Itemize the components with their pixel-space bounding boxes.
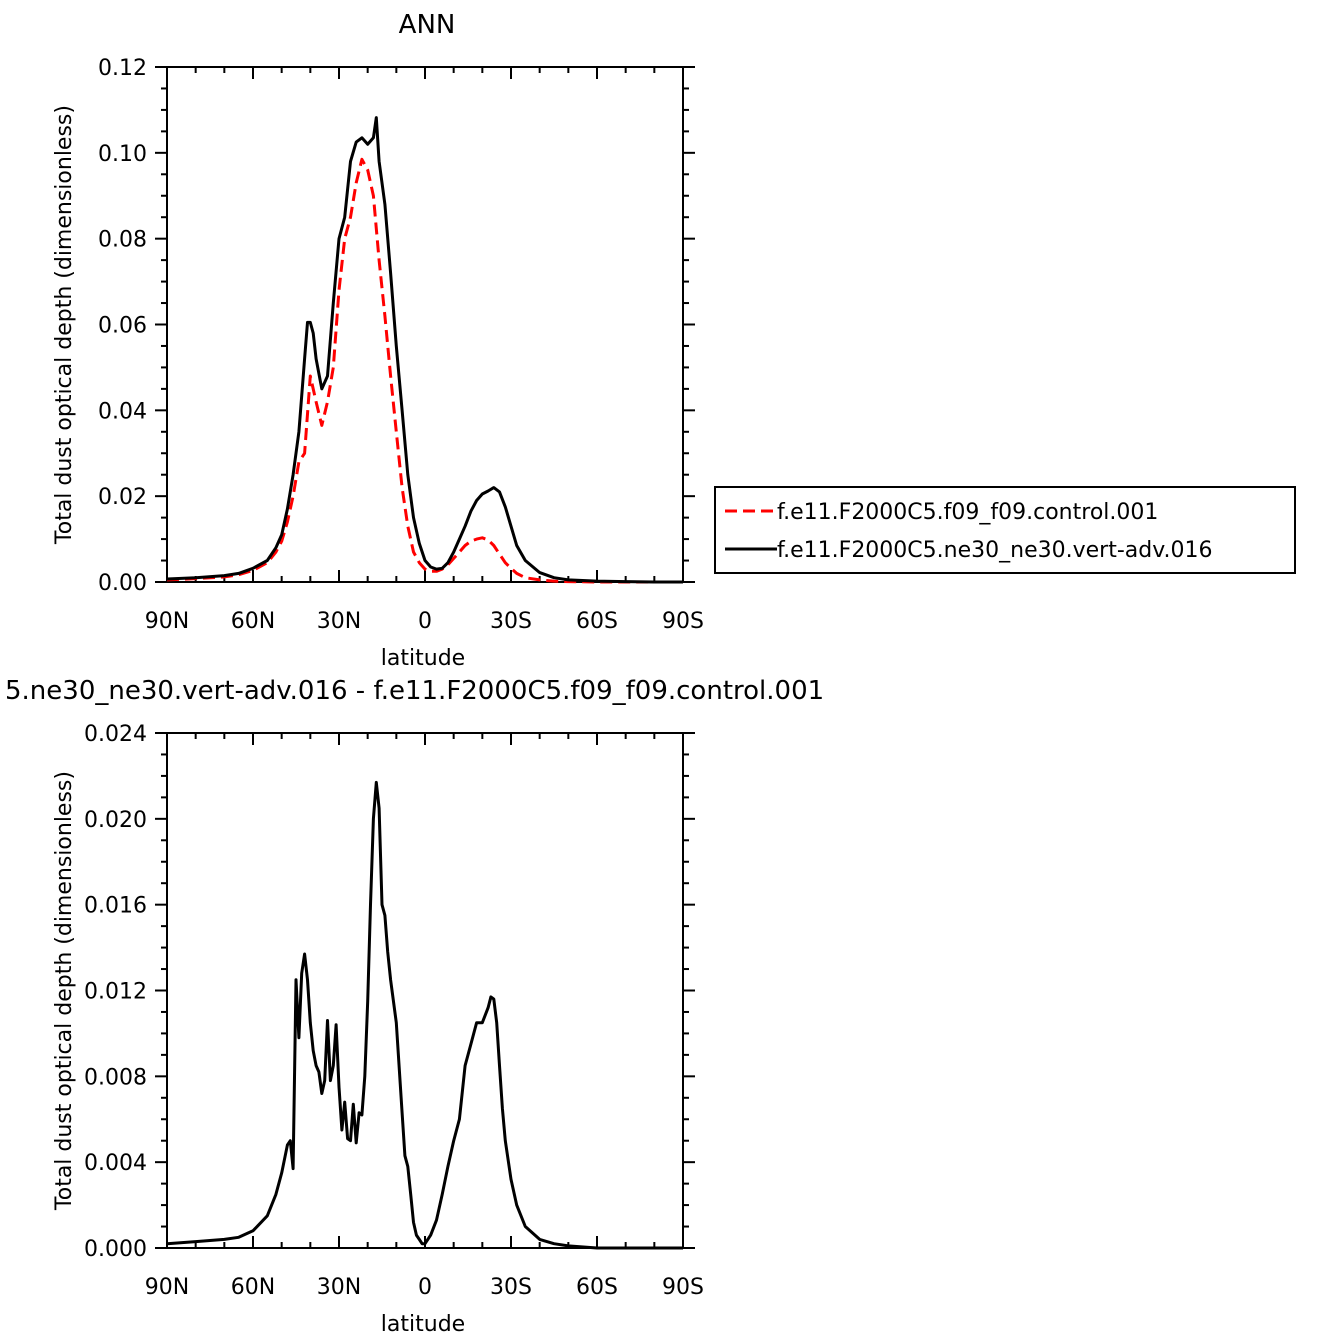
x-tick-label: 30N (317, 1275, 361, 1300)
x-axis-label: latitude (381, 646, 465, 671)
x-tick-label: 60N (231, 1275, 275, 1300)
x-tick-label: 60S (576, 609, 618, 634)
x-tick-label: 30N (317, 609, 361, 634)
y-tick-label: 0.024 (84, 722, 147, 747)
y-tick-label: 0.08 (98, 228, 147, 253)
x-tick-label: 90S (662, 609, 704, 634)
x-tick-label: 90N (145, 609, 189, 634)
y-tick-label: 0.00 (98, 571, 147, 596)
y-tick-label: 0.10 (98, 142, 147, 167)
y-tick-label: 0.12 (98, 56, 147, 81)
x-axis-label: latitude (381, 1312, 465, 1337)
y-tick-label: 0.000 (84, 1237, 147, 1262)
plot-frame (166, 732, 684, 1249)
x-tick-label: 0 (418, 609, 432, 634)
y-tick-label: 0.06 (98, 314, 147, 339)
y-tick-label: 0.016 (84, 894, 147, 919)
legend-label: f.e11.F2000C5.ne30_ne30.vert-adv.016 (777, 538, 1213, 563)
y-tick-label: 0.008 (84, 1065, 147, 1090)
series-line-1 (166, 780, 683, 1250)
x-tick-label: 60N (231, 609, 275, 634)
x-tick-label: 0 (418, 1275, 432, 1300)
chart-title: ANN (399, 10, 456, 40)
legend-box (714, 486, 1296, 574)
chart-title: 5.ne30_ne30.vert-adv.016 - f.e11.F2000C5… (5, 676, 824, 706)
x-tick-label: 30S (490, 609, 532, 634)
x-tick-label: 90N (145, 1275, 189, 1300)
plot-frame (166, 66, 684, 583)
y-tick-label: 0.012 (84, 980, 147, 1005)
y-tick-label: 0.02 (98, 485, 147, 510)
x-tick-label: 30S (490, 1275, 532, 1300)
y-tick-label: 0.020 (84, 808, 147, 833)
x-tick-label: 90S (662, 1275, 704, 1300)
y-tick-label: 0.04 (98, 399, 147, 424)
legend-label: f.e11.F2000C5.f09_f09.control.001 (777, 500, 1158, 525)
x-tick-label: 60S (576, 1275, 618, 1300)
y-axis-label: Total dust optical depth (dimensionless) (52, 105, 77, 545)
y-tick-label: 0.004 (84, 1151, 147, 1176)
series-line-2 (166, 116, 683, 584)
y-axis-label: Total dust optical depth (dimensionless) (52, 771, 77, 1211)
series-line-1 (166, 157, 683, 584)
